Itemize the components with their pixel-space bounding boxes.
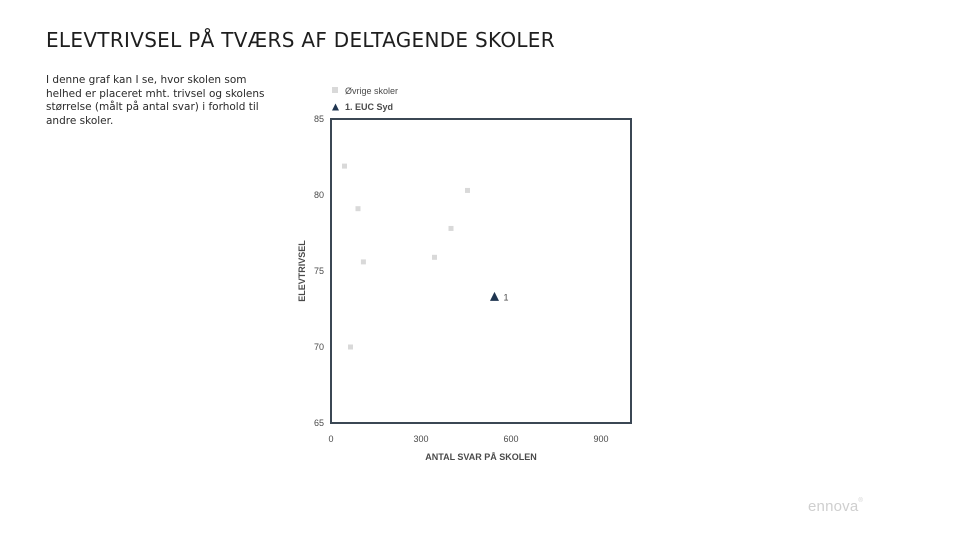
legend-marker-euc-syd [332, 103, 339, 111]
data-point-other-school [355, 206, 361, 212]
y-axis-label: ELEVTRIVSEL [297, 240, 307, 302]
y-tick-label: 80 [314, 190, 324, 200]
data-point-other-school [465, 187, 470, 193]
logo-text: ennova [808, 498, 859, 515]
x-axis-ticks: 0 300 600 900 [328, 434, 608, 444]
legend-label-other-schools: Øvrige skoler [345, 86, 398, 96]
x-tick-label: 0 [328, 434, 333, 444]
chart-description: I denne graf kan I se, hvor skolen som h… [46, 74, 265, 127]
data-point-other-school [448, 225, 454, 231]
data-point-other-school [360, 259, 366, 265]
data-points: 1 [342, 163, 509, 350]
data-point-other-school [342, 163, 347, 169]
y-axis-ticks: 65 70 75 80 85 [314, 114, 324, 428]
y-tick-label: 75 [314, 266, 324, 276]
data-point-other-school [348, 344, 353, 350]
data-label-euc-syd: 1 [504, 292, 509, 302]
x-tick-label: 900 [593, 434, 608, 444]
data-point-other-school [432, 254, 437, 260]
plot-area-frame [330, 118, 632, 424]
y-tick-label: 70 [314, 342, 324, 352]
y-tick-label: 85 [314, 114, 324, 124]
ennova-logo: ennova® [808, 498, 864, 515]
legend-label-euc-syd: 1. EUC Syd [345, 102, 393, 112]
chart-legend: Øvrige skoler 1. EUC Syd [332, 86, 398, 112]
y-tick-label: 65 [314, 418, 324, 428]
data-point-euc-syd [490, 291, 499, 301]
legend-marker-other-schools [332, 87, 338, 93]
x-tick-label: 600 [503, 434, 518, 444]
x-axis-label: ANTAL SVAR PÅ SKOLEN [425, 452, 537, 462]
x-tick-label: 300 [413, 434, 428, 444]
page-title: ELEVTRIVSEL PÅ TVÆRS AF DELTAGENDE SKOLE… [46, 28, 555, 52]
